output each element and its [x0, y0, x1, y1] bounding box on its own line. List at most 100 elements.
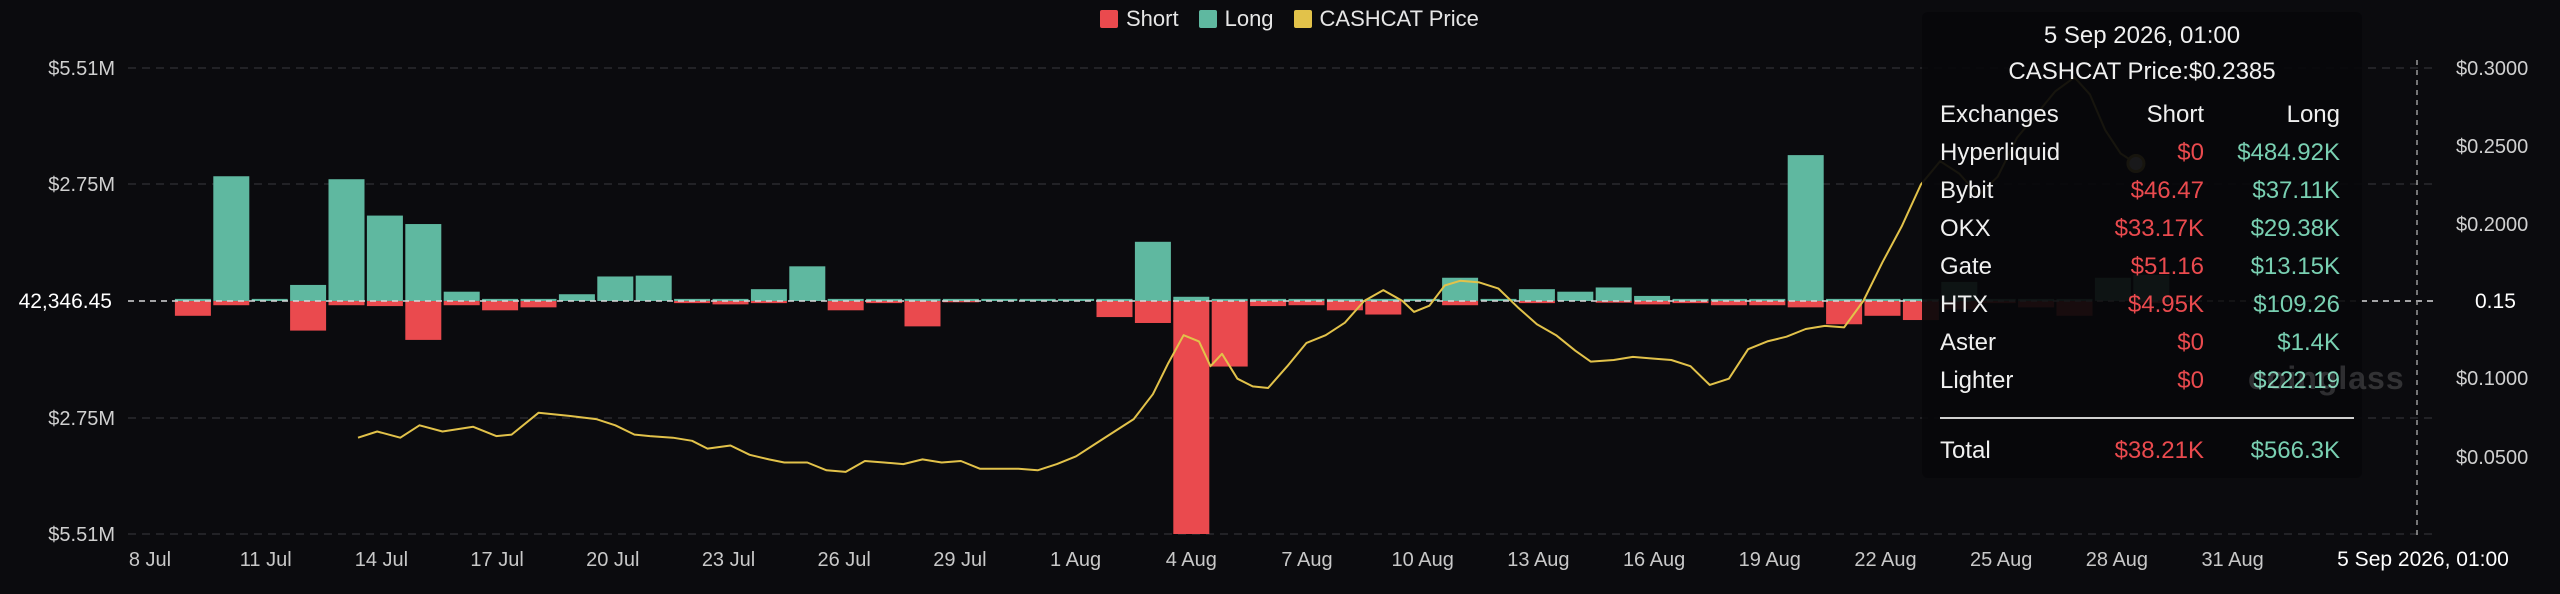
long-bar [1480, 298, 1517, 301]
tooltip-row: Hyperliquid $0 $484.92K [1940, 134, 2340, 172]
short-bar [1288, 301, 1325, 306]
long-bar [1019, 298, 1056, 301]
x-tick-label: 13 Aug [1507, 549, 1569, 571]
short-bar [750, 301, 787, 304]
short-bar [366, 301, 403, 307]
tooltip-short-value: $0 [2177, 139, 2204, 166]
long-bar [1365, 298, 1402, 301]
tooltip-total-short: $38.21K [2114, 437, 2204, 464]
tooltip-row: Bybit $46.47 $37.11K [1940, 172, 2340, 210]
x-tick-label: 4 Aug [1166, 549, 1217, 571]
legend-price-label: CASHCAT Price [1319, 6, 1479, 31]
tooltip-row: OKX $33.17K $29.38K [1940, 210, 2340, 248]
x-tick-label: 8 Jul [129, 549, 171, 571]
y-right-tick-label: $0.2000 [2456, 214, 2528, 236]
long-bar [251, 298, 288, 301]
long-bar [1864, 298, 1901, 301]
tooltip-header-short: Short [2146, 101, 2204, 128]
x-tick-label: 23 Jul [702, 549, 755, 571]
tooltip-header-exchange: Exchanges [1940, 101, 2059, 128]
short-bar [290, 301, 327, 331]
tooltip-row: Gate $51.16 $13.15K [1940, 248, 2340, 286]
short-bar [1096, 301, 1133, 318]
tooltip-exchange: HTX [1940, 291, 1988, 318]
short-bar [1826, 301, 1863, 325]
long-bar [866, 298, 903, 301]
legend-price-swatch [1293, 10, 1312, 28]
long-bar [558, 294, 595, 301]
short-bar [174, 301, 211, 316]
short-bar [1518, 301, 1555, 304]
tooltip-short-value: $33.17K [2114, 215, 2204, 242]
tooltip-row: HTX $4.95K $109.26 [1940, 286, 2340, 324]
x-tick-label: 22 Aug [1854, 549, 1916, 571]
tooltip-header-row: Exchanges Short Long [1940, 96, 2340, 134]
long-bar [1826, 298, 1863, 301]
long-bar [1250, 298, 1287, 301]
y-right-tick-label: $0.1000 [2456, 368, 2528, 390]
x-tick-label: 31 Aug [2201, 549, 2263, 571]
short-bar [1442, 301, 1479, 306]
y-right-tick-label: 0.15 [2475, 290, 2516, 313]
tooltip-long-value: $29.38K [2250, 215, 2340, 242]
long-bar [789, 266, 826, 301]
long-bar [443, 291, 480, 301]
tooltip-total-row: Total $38.21K $566.3K [1940, 432, 2340, 470]
legend-price[interactable]: CASHCAT Price [1293, 6, 1479, 32]
tooltip-exchange: Lighter [1940, 367, 2014, 394]
long-bar [1557, 291, 1594, 301]
tooltip-long-value: $13.15K [2250, 253, 2340, 280]
x-tick-label: 17 Jul [470, 549, 523, 571]
long-bar [174, 298, 211, 301]
tooltip-table: Exchanges Short Long Hyperliquid $0 $484… [1940, 96, 2340, 400]
legend-long-swatch [1198, 10, 1217, 28]
tooltip-date: 5 Sep 2026, 01:00 [2043, 22, 2241, 49]
legend-long[interactable]: Long [1198, 6, 1274, 32]
long-bar [1326, 298, 1363, 301]
x-tick-label: 25 Aug [1970, 549, 2032, 571]
long-bar [712, 298, 749, 301]
baseline-label: 42,346.45 [19, 290, 112, 313]
long-bar [1749, 298, 1786, 301]
short-bar [1634, 301, 1671, 305]
y-left-tick-label: $2.75M [48, 408, 115, 430]
short-bar [1787, 301, 1824, 308]
tooltip-row: Aster $0 $1.4K [1940, 324, 2340, 362]
legend-long-label: Long [1224, 6, 1274, 31]
long-bar [981, 298, 1018, 301]
long-bar [1288, 298, 1325, 301]
tooltip-divider [1940, 417, 2354, 419]
long-bar [1403, 298, 1440, 301]
long-bar [635, 275, 672, 301]
long-bar [1710, 298, 1747, 301]
watermark-logo: coinglass [2248, 360, 2405, 396]
short-bar [904, 301, 941, 327]
long-bar [1672, 298, 1709, 301]
short-bar [1326, 301, 1363, 311]
y-right-tick-label: $0.2500 [2456, 136, 2528, 158]
short-bar [443, 301, 480, 306]
tooltip-total-long: $566.3K [2250, 437, 2340, 464]
long-bar [1787, 155, 1824, 301]
tooltip-long-value: $37.11K [2252, 177, 2340, 204]
x-tick-label: 14 Jul [355, 549, 408, 571]
short-bar [1211, 301, 1248, 367]
tooltip-short-value: $4.95K [2127, 291, 2204, 318]
long-bar [366, 215, 403, 301]
tooltip-short-value: $46.47 [2130, 177, 2204, 204]
x-tick-label: 11 Jul [240, 549, 292, 571]
short-bar [1710, 301, 1747, 306]
long-bar [1211, 298, 1248, 301]
legend-short-label: Short [1126, 6, 1179, 31]
long-bar [520, 298, 557, 301]
x-tick-label: 28 Aug [2086, 549, 2148, 571]
x-tick-label: 1 Aug [1050, 549, 1101, 571]
legend-short[interactable]: Short [1100, 6, 1179, 32]
legend-short-swatch [1100, 10, 1118, 28]
long-bar [597, 276, 634, 301]
tooltip-short-value: $51.16 [2130, 253, 2204, 280]
x-tick-label: 7 Aug [1281, 549, 1332, 571]
x-tick-label: 20 Jul [586, 549, 639, 571]
long-bar [405, 224, 442, 301]
